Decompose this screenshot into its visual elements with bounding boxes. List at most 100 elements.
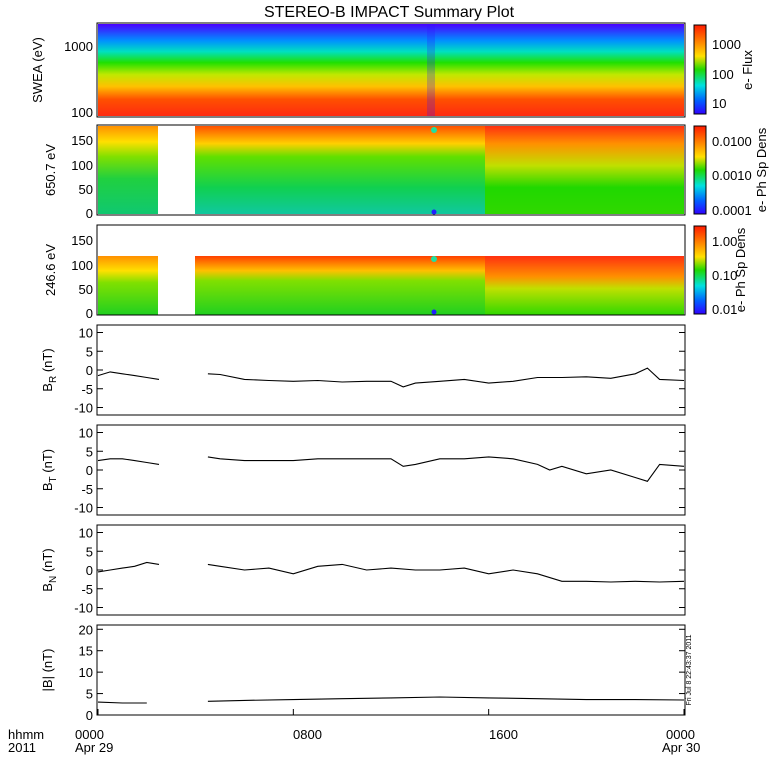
pad-246-frame xyxy=(96,224,686,316)
bmag-ytick-label: 10 xyxy=(79,665,93,680)
bmag-ytick-label: 0 xyxy=(86,708,93,723)
bmag-series-line-1 xyxy=(97,701,147,704)
swea-panel: SWEA (eV) 1000 100 1000 100 10 e- Flux xyxy=(30,22,755,120)
bmag-ytick-label: 20 xyxy=(79,622,93,637)
swea-ytick-100: 100 xyxy=(71,105,93,120)
pad-246-ytick-100: 100 xyxy=(71,258,93,273)
bt-panel: 10 5 0 -5 -10 BT (nT) xyxy=(40,424,686,516)
pad-246-ytick-150: 150 xyxy=(71,233,93,248)
bt-ytick-label: 5 xyxy=(86,444,93,459)
br-ytick-label: 0 xyxy=(86,363,93,378)
pad-246-spike-top xyxy=(431,256,437,262)
br-series-line-1 xyxy=(97,371,160,380)
bt-ytick-label: 10 xyxy=(79,426,93,441)
bn-ytick-label: -5 xyxy=(81,582,93,597)
date-end-label: Apr 30 xyxy=(662,740,700,755)
pad-650-cb-tick-1: 0.0100 xyxy=(712,134,752,149)
pad-246-mid-block xyxy=(195,256,485,315)
pad-650-left-block xyxy=(98,126,158,214)
pad-650-ytick-100: 100 xyxy=(71,158,93,173)
pad-246-ytick-0: 0 xyxy=(86,306,93,321)
bt-series-line-1 xyxy=(97,458,160,465)
swea-ytick-1000: 1000 xyxy=(64,39,93,54)
pad-650-panel: 650.7 eV 150 100 50 0 0.0100 0.0010 0.00… xyxy=(43,124,769,221)
pad-650-mid-block xyxy=(195,126,485,214)
x-tick-0000-end: 0000 xyxy=(666,727,695,742)
pad-246-panel: 246.6 eV 150 100 50 0 1.00 0.10 0.01 e- … xyxy=(43,224,748,321)
bn-ytick-label: -10 xyxy=(74,601,93,616)
bn-frame xyxy=(96,524,686,616)
pad-246-left-block xyxy=(98,256,158,315)
br-series-line-2 xyxy=(207,367,685,388)
bt-frame xyxy=(96,424,686,516)
pad-246-cb-label: e- Ph Sp Dens xyxy=(733,227,748,312)
bmag-ytick-label: 15 xyxy=(79,644,93,659)
bmag-series-line-2 xyxy=(207,696,685,702)
pad-246-cb-tick-1: 1.00 xyxy=(712,234,737,249)
pad-246-ytick-50: 50 xyxy=(79,282,93,297)
pad-246-right-block xyxy=(485,256,684,315)
bn-ytick-label: 10 xyxy=(79,526,93,541)
bt-series-line-2 xyxy=(207,456,685,482)
bn-series-line-2 xyxy=(207,563,685,583)
pad-650-cb-label: e- Ph Sp Dens xyxy=(754,127,769,212)
field-line-panels: 10 5 0 -5 -10 BR (nT) 10 5 0 -5 -10 BT (nT) 10 5 0 -5 -1… xyxy=(40,324,686,723)
bn-series-line-1 xyxy=(97,561,160,573)
swea-ylabel: SWEA (eV) xyxy=(30,37,45,103)
br-ytick-label: 10 xyxy=(79,326,93,341)
bn-ylabel: BN (nT) xyxy=(40,548,59,591)
bmag-ylabel: |B| (nT) xyxy=(40,649,55,692)
bmag-ytick-label: 5 xyxy=(86,687,93,702)
br-ytick-label: -10 xyxy=(74,401,93,416)
x-tick-0800: 0800 xyxy=(293,727,322,742)
pad-650-ytick-0: 0 xyxy=(86,206,93,221)
swea-cb-label: e- Flux xyxy=(740,50,755,90)
pad-650-ytick-150: 150 xyxy=(71,133,93,148)
plot-title: STEREO-B IMPACT Summary Plot xyxy=(264,4,515,21)
pad-246-yticks: 150 100 50 0 xyxy=(71,233,93,321)
pad-246-cb-tick-3: 0.01 xyxy=(712,302,737,317)
bn-ytick-label: 5 xyxy=(86,544,93,559)
pad-650-cb-tick-2: 0.0010 xyxy=(712,168,752,183)
bt-ytick-label: -10 xyxy=(74,501,93,516)
date-start-label: Apr 29 xyxy=(75,740,113,755)
year-label: 2011 xyxy=(8,740,36,755)
bt-ytick-label: -5 xyxy=(81,482,93,497)
pad-650-colorbar xyxy=(693,125,707,215)
format-label: hhmm xyxy=(8,727,44,742)
bn-ytick-label: 0 xyxy=(86,563,93,578)
br-frame xyxy=(96,324,686,416)
swea-dropout-band xyxy=(427,24,435,116)
pad-650-right-block xyxy=(485,126,684,214)
swea-frame xyxy=(96,22,686,118)
bn-panel: 10 5 0 -5 -10 BN (nT) xyxy=(40,524,686,616)
swea-cb-tick-1: 1000 xyxy=(712,37,741,52)
pad-650-frame xyxy=(96,124,686,216)
swea-colorbar xyxy=(693,24,707,115)
x-tick-0000-start: 0000 xyxy=(75,727,104,742)
br-ytick-label: -5 xyxy=(81,382,93,397)
pad-650-ylabel: 650.7 eV xyxy=(43,144,58,196)
time-axis-footer: hhmm 2011 0000 0800 1600 0000 Apr 29 Apr… xyxy=(8,727,700,755)
pad-246-colorbar xyxy=(693,225,707,315)
pad-650-spike-bottom xyxy=(431,209,437,215)
br-ylabel: BR (nT) xyxy=(40,348,59,391)
pad-650-cb-tick-3: 0.0001 xyxy=(712,203,752,218)
pad-650-yticks: 150 100 50 0 xyxy=(71,133,93,221)
br-panel: 10 5 0 -5 -10 BR (nT) xyxy=(40,324,686,416)
x-tick-1600: 1600 xyxy=(489,727,518,742)
pad-246-ylabel: 246.6 eV xyxy=(43,244,58,296)
time-stamp: Fri Jul 8 22:43:37 2011 xyxy=(686,634,693,705)
bmag-frame xyxy=(96,624,686,716)
bt-ylabel: BT (nT) xyxy=(40,449,59,491)
pad-246-cb-tick-2: 0.10 xyxy=(712,268,737,283)
bmag-panel: 20 15 10 5 0 |B| (nT) xyxy=(40,622,686,723)
bt-ytick-label: 0 xyxy=(86,463,93,478)
br-ytick-label: 5 xyxy=(86,344,93,359)
swea-cb-tick-2: 100 xyxy=(712,67,734,82)
pad-650-spike-top xyxy=(431,127,437,133)
swea-spectrogram xyxy=(98,24,684,116)
pad-246-spike-bottom xyxy=(431,309,437,315)
pad-650-ytick-50: 50 xyxy=(79,182,93,197)
